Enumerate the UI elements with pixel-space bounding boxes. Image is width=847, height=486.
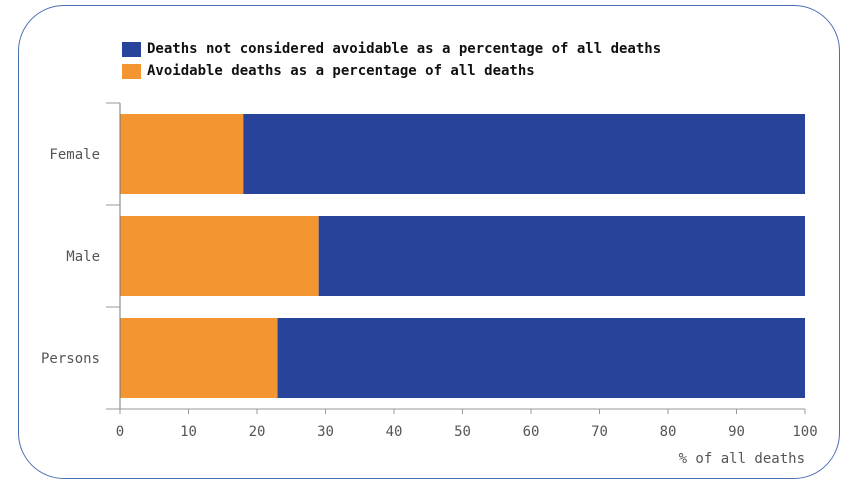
- legend-swatch-not-avoidable: [122, 41, 141, 57]
- x-tick-label: 60: [523, 424, 540, 440]
- legend-label-avoidable: Avoidable deaths as a percentage of all …: [147, 63, 535, 79]
- x-tick-label: 40: [386, 424, 403, 440]
- x-tick-label: 10: [180, 424, 197, 440]
- legend-item-avoidable: Avoidable deaths as a percentage of all …: [122, 60, 661, 82]
- x-tick-label: 50: [454, 424, 471, 440]
- legend-label-not-avoidable: Deaths not considered avoidable as a per…: [147, 41, 662, 57]
- x-axis-title: % of all deaths: [679, 451, 805, 467]
- bar-persons-not-avoidable: [277, 318, 805, 398]
- x-tick-label: 90: [728, 424, 745, 440]
- x-tick-label: 20: [249, 424, 266, 440]
- legend: Deaths not considered avoidable as a per…: [122, 38, 661, 82]
- bar-persons-avoidable: [120, 318, 278, 398]
- bar-female-avoidable: [120, 114, 244, 194]
- x-tick-label: 0: [116, 424, 124, 440]
- bar-male-avoidable: [120, 216, 319, 296]
- legend-swatch-avoidable: [122, 63, 141, 79]
- x-tick-label: 70: [591, 424, 608, 440]
- category-label-female: Female: [49, 147, 100, 163]
- category-label-male: Male: [66, 249, 100, 265]
- axes-group: Female Male Persons 0 10 20 30 40 50 60 70 80 90 100: [41, 102, 818, 440]
- bar-female-not-avoidable: [243, 114, 806, 194]
- bars-group: [120, 114, 806, 398]
- bar-male-not-avoidable: [318, 216, 805, 296]
- legend-item-not-avoidable: Deaths not considered avoidable as a per…: [122, 38, 661, 60]
- x-tick-label: 30: [317, 424, 334, 440]
- x-tick-label: 80: [660, 424, 677, 440]
- x-tick-label: 100: [792, 424, 817, 440]
- category-label-persons: Persons: [41, 351, 100, 367]
